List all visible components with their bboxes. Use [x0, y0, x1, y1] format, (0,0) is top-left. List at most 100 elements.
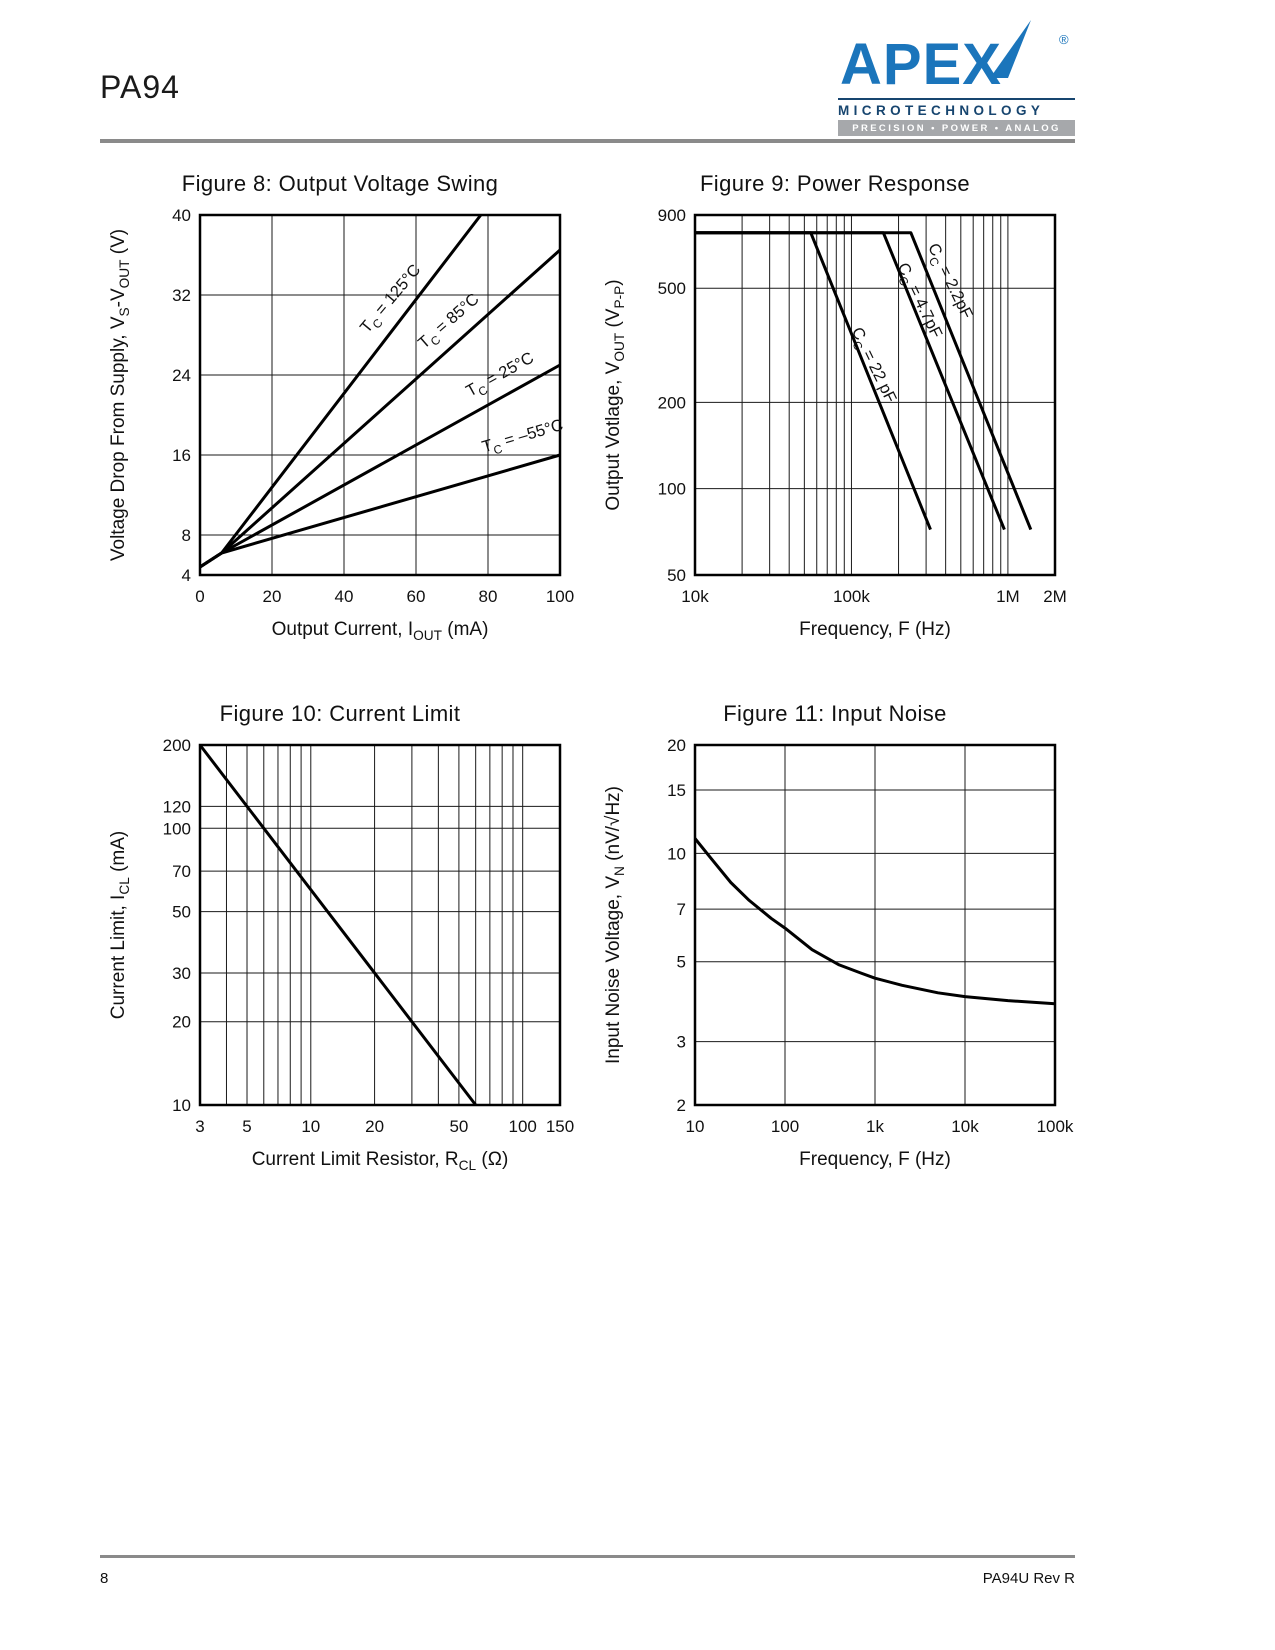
- x-tick-label: 100: [508, 1117, 536, 1136]
- y-axis-label: Input Noise Voltage, VN (nV/√Hz): [603, 786, 627, 1064]
- y-tick-label: 40: [172, 206, 191, 225]
- x-axis-label: Frequency, F (Hz): [799, 1149, 951, 1170]
- y-tick-label: 16: [172, 446, 191, 465]
- header-rule: [100, 139, 1075, 143]
- series-line: [198, 744, 477, 1106]
- x-tick-label: 1k: [866, 1117, 884, 1136]
- x-tick-label: 0: [195, 587, 204, 606]
- x-tick-label: 100: [771, 1117, 799, 1136]
- registered-mark: ®: [1059, 32, 1069, 47]
- x-tick-label: 150: [546, 1117, 574, 1136]
- x-tick-label: 5: [242, 1117, 251, 1136]
- series-line: [693, 837, 1056, 1006]
- y-axis-label: Current Limit, ICL (mA): [108, 831, 132, 1020]
- figure-8-title: Figure 8: Output Voltage Swing: [181, 171, 499, 196]
- y-tick-label: 200: [658, 393, 686, 412]
- x-tick-label: 100: [546, 587, 574, 606]
- series-line: [695, 231, 932, 531]
- footer-rule: [100, 1555, 1075, 1558]
- plot-border: [693, 743, 1057, 1107]
- figure-9-block: Figure 9: Power Response 10k 100k 1M 2M 900 5…: [595, 171, 1075, 651]
- y-tick-label: 3: [677, 1033, 686, 1052]
- x-tick-label: 60: [407, 587, 426, 606]
- x-tick-label: 100k: [833, 587, 870, 606]
- x-tick-label: 3: [195, 1117, 204, 1136]
- figure-9-title: Figure 9: Power Response: [699, 171, 971, 196]
- x-tick-label: 40: [335, 587, 354, 606]
- series-line: [199, 214, 482, 569]
- y-tick-label: 200: [163, 736, 191, 755]
- x-tick-label: 80: [479, 587, 498, 606]
- x-tick-label: 100k: [1037, 1117, 1074, 1136]
- y-tick-label: 30: [172, 964, 191, 983]
- apex-logo-mark: APEX ®: [840, 20, 1069, 97]
- x-tick-label: 2M: [1043, 587, 1067, 606]
- figure-10-block: Figure 10: Current Limit 3 5 10 20 50 100 150 2…: [100, 701, 580, 1181]
- y-tick-label: 20: [667, 736, 686, 755]
- y-tick-label: 10: [667, 844, 686, 863]
- y-tick-label: 5: [677, 953, 686, 972]
- apex-logo: APEX ® MICROTECHNOLOGY PRECISION • POWER…: [838, 18, 1075, 136]
- series-label: TC = –55°C: [480, 416, 566, 460]
- page-footer: 8 PA94U Rev R: [100, 1555, 1075, 1587]
- series-label: TC = 25°C: [463, 349, 539, 404]
- x-tick-label: 10: [686, 1117, 705, 1136]
- series-label: TC = 85°C: [415, 290, 486, 355]
- page-number: 8: [100, 1570, 109, 1587]
- figure-11-title: Figure 11: Input Noise: [723, 701, 947, 726]
- apex-logo-subtitle: MICROTECHNOLOGY: [838, 98, 1075, 118]
- y-tick-label: 24: [172, 366, 191, 385]
- footer-row: 8 PA94U Rev R: [100, 1570, 1075, 1587]
- figure-10-chart: 3 5 10 20 50 100 150 200 120 100 70 50 30 20 10 Current…: [108, 736, 574, 1173]
- y-tick-label: 2: [677, 1096, 686, 1115]
- y-tick-label: 4: [182, 566, 191, 585]
- series-line: [199, 453, 561, 569]
- part-number: PA94: [100, 69, 180, 105]
- apex-logo-tagline: PRECISION • POWER • ANALOG: [838, 120, 1075, 136]
- series-line: [199, 363, 561, 569]
- y-tick-label: 100: [658, 480, 686, 499]
- x-tick-label: 1M: [996, 587, 1020, 606]
- y-tick-label: 20: [172, 1013, 191, 1032]
- y-tick-label: 70: [172, 862, 191, 881]
- x-tick-label: 50: [449, 1117, 468, 1136]
- x-tick-label: 10: [301, 1117, 320, 1136]
- x-tick-label: 10k: [681, 587, 709, 606]
- y-axis-label: Output Votlage, VOUT (VP-P): [603, 279, 627, 510]
- doc-revision: PA94U Rev R: [982, 1570, 1075, 1587]
- x-axis-label: Output Current, IOUT (mA): [272, 619, 489, 643]
- y-tick-label: 7: [677, 900, 686, 919]
- y-tick-label: 50: [172, 903, 191, 922]
- y-tick-label: 500: [658, 279, 686, 298]
- figure-10-title: Figure 10: Current Limit: [219, 701, 461, 726]
- y-tick-label: 32: [172, 286, 191, 305]
- y-axis-label: Voltage Drop From Supply, VS-VOUT (V): [108, 229, 132, 561]
- x-tick-label: 10k: [951, 1117, 979, 1136]
- y-tick-label: 15: [667, 781, 686, 800]
- apex-brand-text: APEX: [840, 32, 1002, 92]
- figures-grid: Figure 8: Output Voltage Swing 0 20 40 60 80…: [100, 171, 1075, 1181]
- x-tick-label: 20: [365, 1117, 384, 1136]
- figure-8-block: Figure 8: Output Voltage Swing 0 20 40 60 80…: [100, 171, 580, 651]
- y-tick-label: 100: [163, 819, 191, 838]
- y-tick-label: 120: [163, 797, 191, 816]
- y-tick-label: 8: [182, 526, 191, 545]
- series-label: CC = 22 pF: [844, 325, 900, 408]
- figure-11-block: Figure 11: Input Noise 10 100 1k 10k 100k 20 1…: [595, 701, 1075, 1181]
- plot-border: [693, 213, 1057, 577]
- x-axis-label: Frequency, F (Hz): [799, 619, 951, 640]
- page-header: PA94 APEX ® MICROTECHNOLOGY PRECISION • …: [100, 18, 1075, 136]
- plot-border: [198, 743, 562, 1107]
- x-axis-label: Current Limit Resistor, RCL (Ω): [252, 1149, 509, 1173]
- figure-11-chart: 10 100 1k 10k 100k 20 15 10 7 5 3 2 Frequency, F (Hz…: [603, 736, 1074, 1170]
- y-tick-label: 10: [172, 1096, 191, 1115]
- series-line: [695, 231, 1033, 531]
- y-tick-label: 900: [658, 206, 686, 225]
- x-tick-label: 20: [263, 587, 282, 606]
- y-tick-label: 50: [667, 566, 686, 585]
- plot-border: [198, 213, 562, 577]
- page-content: PA94 APEX ® MICROTECHNOLOGY PRECISION • …: [100, 18, 1075, 1181]
